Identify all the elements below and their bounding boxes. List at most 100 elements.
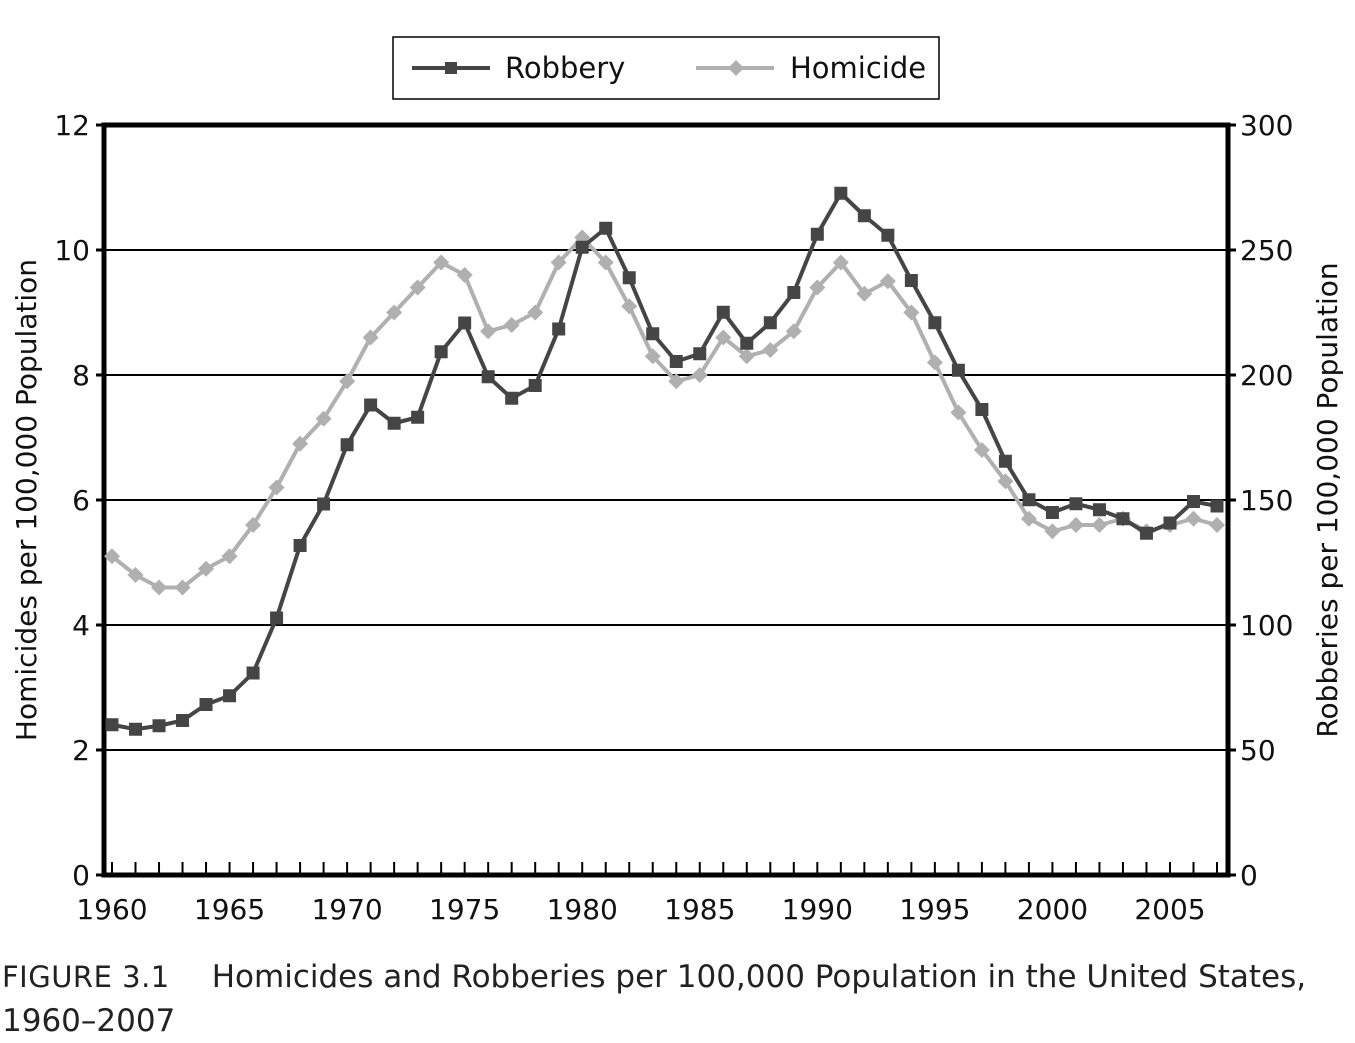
x-tick-label: 1960 [76,893,147,926]
x-tick-label: 1975 [429,893,500,926]
homicide-point [480,323,497,340]
left-tick-label: 8 [72,359,90,392]
robbery-point [1210,499,1224,513]
robbery-point [1069,497,1083,511]
robbery-point [646,327,660,341]
left-tick-label: 10 [54,234,90,267]
homicide-point [151,579,168,596]
robbery-point [669,355,683,368]
homicide-series [104,229,1225,596]
robbery-point [129,722,143,736]
legend-robbery: Robbery [412,51,625,85]
chart: Robbery Homicide 0 2 4 6 8 10 12 0 50 100 150 200 2… [10,36,1344,926]
x-tick-label: 1990 [782,893,853,926]
homicide-point [527,304,544,321]
robbery-point [340,438,354,452]
robbery-point [270,611,284,625]
robbery-series [105,186,1224,736]
robbery-point [387,416,401,430]
left-tick-label: 2 [72,734,90,767]
homicide-point [292,435,309,452]
robbery-point [575,240,589,254]
homicide-point [715,329,732,346]
homicide-point [738,348,755,365]
homicide-point [1044,523,1061,540]
left-tick-label: 4 [72,609,90,642]
homicide-point [832,254,849,271]
homicide-point [268,479,285,496]
homicide-point [856,285,873,302]
robbery-point [975,403,989,416]
right-tick-label: 50 [1240,734,1276,767]
homicide-point [245,517,262,533]
robbery-point [528,379,542,392]
homicide-point [409,279,426,296]
square-marker-icon [445,62,457,74]
robbery-point [434,345,448,359]
robbery-point [904,274,918,287]
robbery-point [881,228,895,242]
homicide-point [362,329,379,346]
homicide-point [879,273,896,290]
homicide-point [433,254,450,271]
robbery-point [1022,493,1036,507]
homicide-point [1091,517,1108,533]
legend-robbery-label: Robbery [505,51,625,85]
legend-homicide-label: Homicide [790,51,926,85]
right-tick-label: 300 [1240,109,1293,142]
robbery-point [176,714,190,727]
figure-caption: FIGURE 3.1 Homicides and Robberies per 10… [2,955,1342,1043]
robbery-point [928,316,942,330]
legend: Robbery Homicide [392,36,940,100]
robbery-point [622,271,636,285]
robbery-point [411,410,425,424]
x-tick-label: 1980 [547,893,618,926]
homicide-point [621,298,638,315]
robbery-point [763,316,777,330]
homicide-point [1209,517,1225,533]
robbery-point [552,322,566,336]
right-axis-title: Robberies per 100,000 Population [1311,262,1344,737]
robbery-point [1116,512,1130,526]
robbery-point [951,363,965,377]
left-axis: 0 2 4 6 8 10 12 [54,109,104,892]
homicide-point [315,410,332,427]
homicide-point [1020,510,1037,527]
homicide-point [339,373,356,390]
right-tick-label: 150 [1240,484,1293,517]
robbery-point [693,347,707,361]
robbery-point [1092,503,1106,517]
homicide-point [668,373,685,390]
homicide-point [785,323,802,340]
robbery-point [1186,495,1200,508]
robbery-point [998,454,1012,468]
left-axis-title: Homicides per 100,000 Population [10,259,43,741]
figure-number: FIGURE 3.1 [2,960,170,994]
diamond-marker-icon [728,60,744,76]
x-tick-label: 1970 [311,893,382,926]
robbery-point [787,286,801,299]
right-tick-label: 100 [1240,609,1293,642]
homicide-point [1067,517,1084,533]
homicide-point [456,267,473,283]
robbery-point [1163,516,1177,530]
robbery-point [481,370,495,384]
robbery-point [599,221,613,235]
robbery-point [293,539,307,552]
x-tick-label: 2005 [1134,893,1205,926]
homicide-point [174,579,191,596]
robbery-point [364,398,378,412]
robbery-point [716,305,730,319]
x-tick-label: 1995 [899,893,970,926]
homicide-point [386,304,403,321]
homicide-point [926,354,943,371]
x-axis: 1960 1965 1970 1975 1980 1985 1990 1995 2000 2005 [76,862,1218,926]
homicide-point [550,254,567,271]
robbery-point [740,336,754,350]
right-tick-label: 0 [1240,859,1258,892]
robbery-point [246,666,260,680]
homicide-point [221,548,238,565]
robbery-point [152,719,166,733]
robbery-point [505,391,519,405]
homicide-point [127,567,144,583]
